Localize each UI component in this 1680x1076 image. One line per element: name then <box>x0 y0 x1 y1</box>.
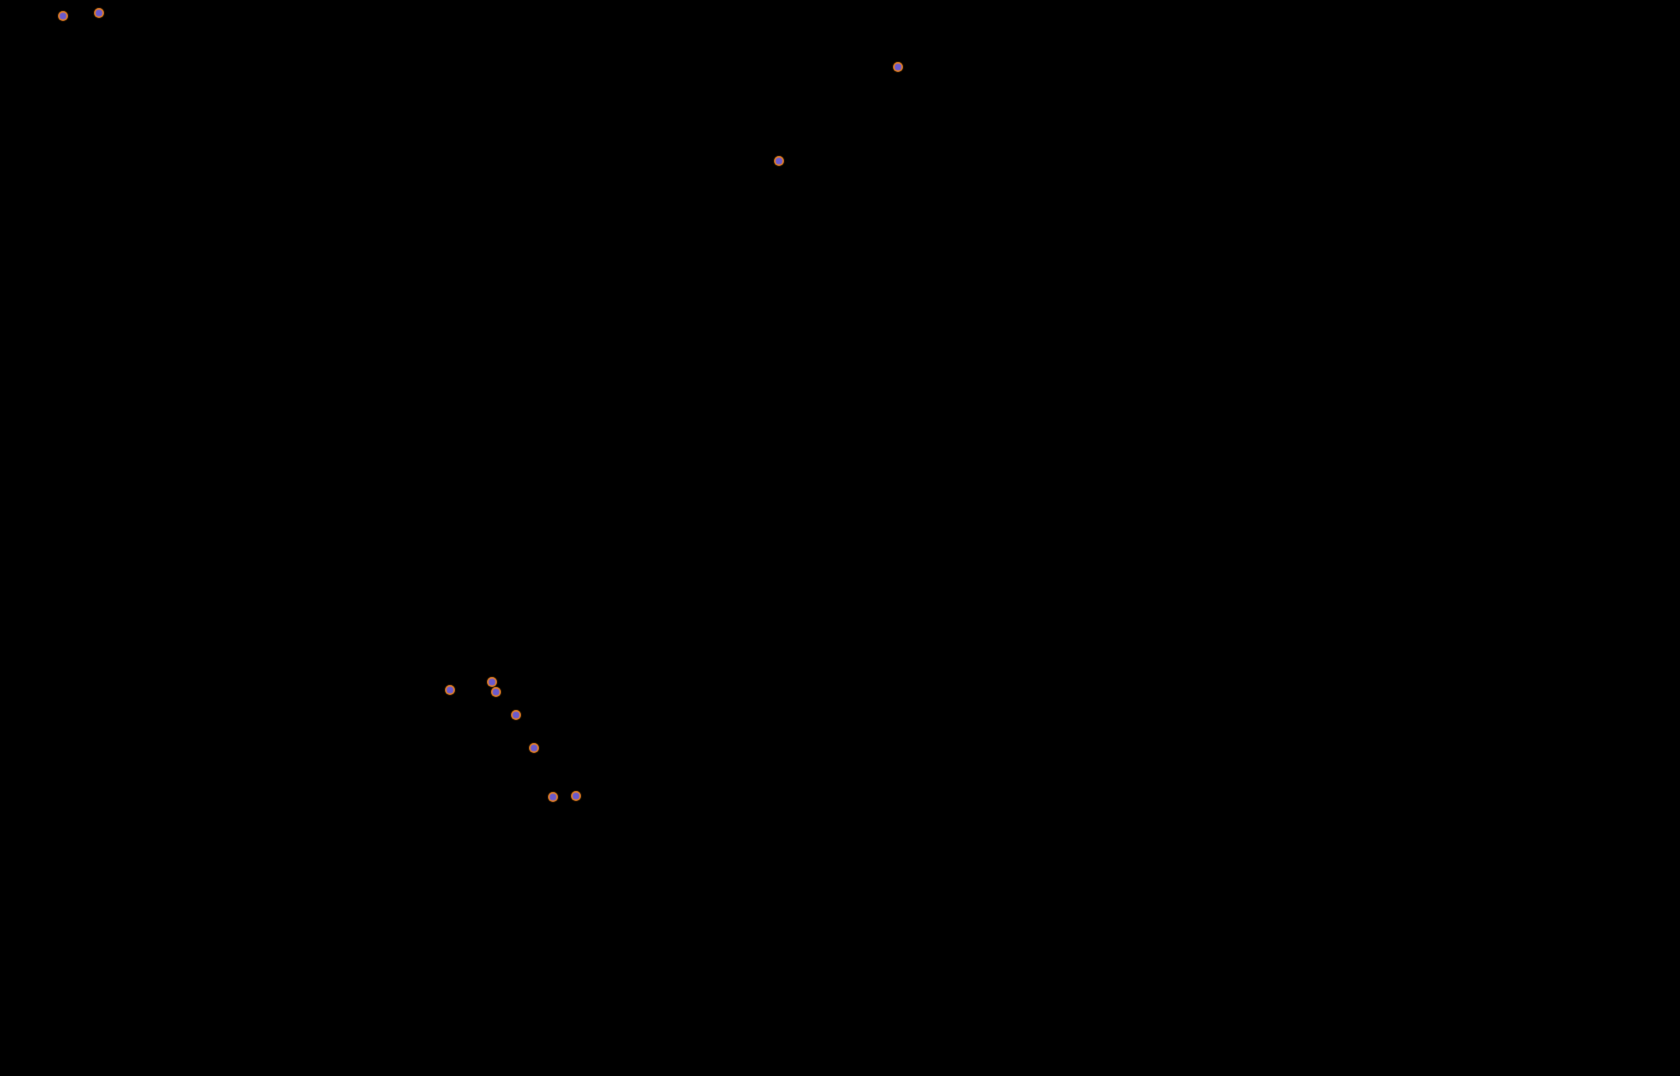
scatter-plot <box>0 0 1680 1076</box>
